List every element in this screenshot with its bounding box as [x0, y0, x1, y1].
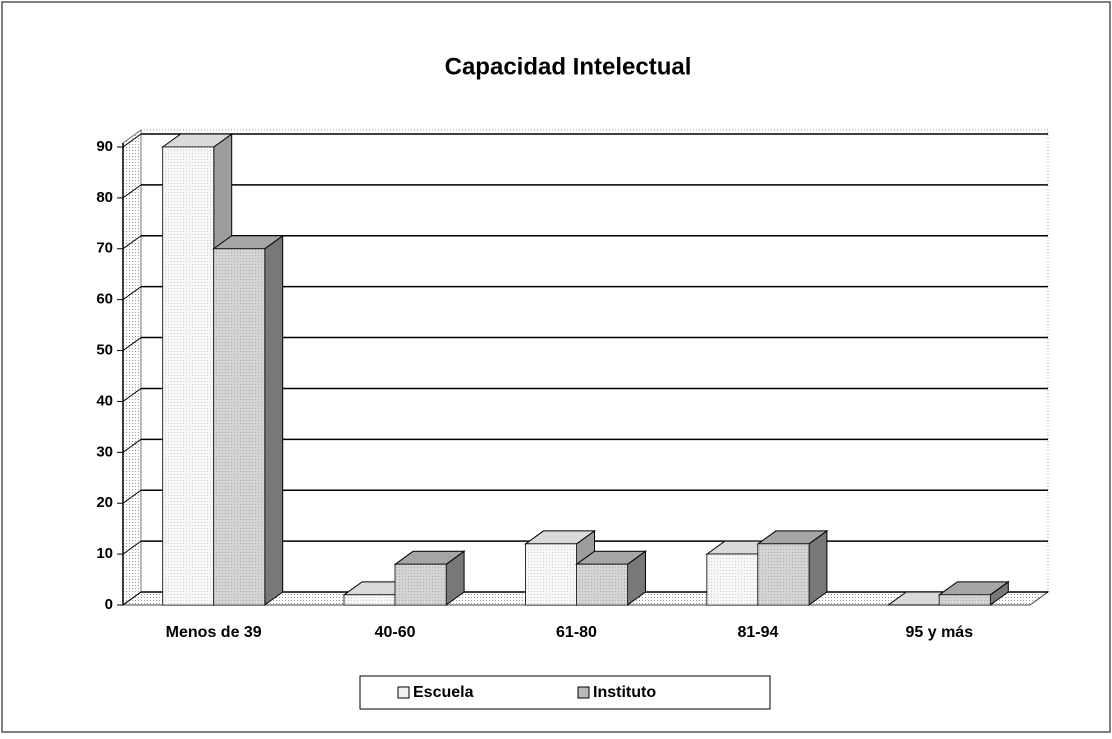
bar-texture: [576, 564, 628, 605]
x-tick-label: 81-94: [737, 624, 778, 641]
x-tick-label: 40-60: [375, 624, 416, 641]
grid-line-side: [122, 438, 142, 453]
bar-texture: [344, 594, 396, 605]
bar-texture: [525, 543, 577, 605]
bar-texture: [395, 564, 447, 605]
y-tick-label: 0: [105, 596, 113, 613]
x-tick-label: Menos de 39: [166, 624, 262, 641]
y-tick-label: 90: [96, 138, 113, 155]
y-tick-label: 60: [96, 291, 113, 308]
bar-side: [264, 234, 284, 606]
bar-texture: [162, 147, 214, 605]
side-wall: [122, 129, 142, 606]
y-tick-label: 30: [96, 443, 113, 460]
y-tick-label: 80: [96, 189, 113, 206]
legend-swatch: [577, 686, 590, 699]
bar-texture: [939, 594, 991, 605]
grid-line-side: [122, 337, 142, 351]
x-tick-label: 61-80: [556, 624, 597, 641]
grid-line-side: [122, 184, 142, 199]
grid-line-side: [122, 591, 142, 606]
grid-line-side: [122, 540, 142, 555]
y-tick-label: 10: [96, 545, 113, 562]
x-tick-label: 95 y más: [905, 624, 973, 641]
legend-label: Escuela: [413, 684, 474, 701]
grid-line-side: [122, 489, 142, 504]
y-tick-label: 70: [96, 240, 113, 257]
grid-line-side: [122, 133, 142, 148]
legend-swatch: [397, 686, 410, 699]
y-tick-label: 40: [96, 392, 113, 409]
legend-box: [359, 675, 771, 710]
grid-line-side: [122, 388, 142, 402]
chart-title: Capacidad Intelectual: [445, 53, 692, 80]
bar-texture: [213, 248, 265, 605]
grid-line-side: [122, 286, 142, 301]
y-tick-label: 50: [96, 342, 113, 359]
y-tick-label: 20: [96, 494, 113, 511]
bar-texture: [757, 543, 809, 605]
bar-texture: [706, 554, 758, 605]
legend-label: Instituto: [593, 684, 656, 701]
grid-line-side: [122, 235, 142, 250]
